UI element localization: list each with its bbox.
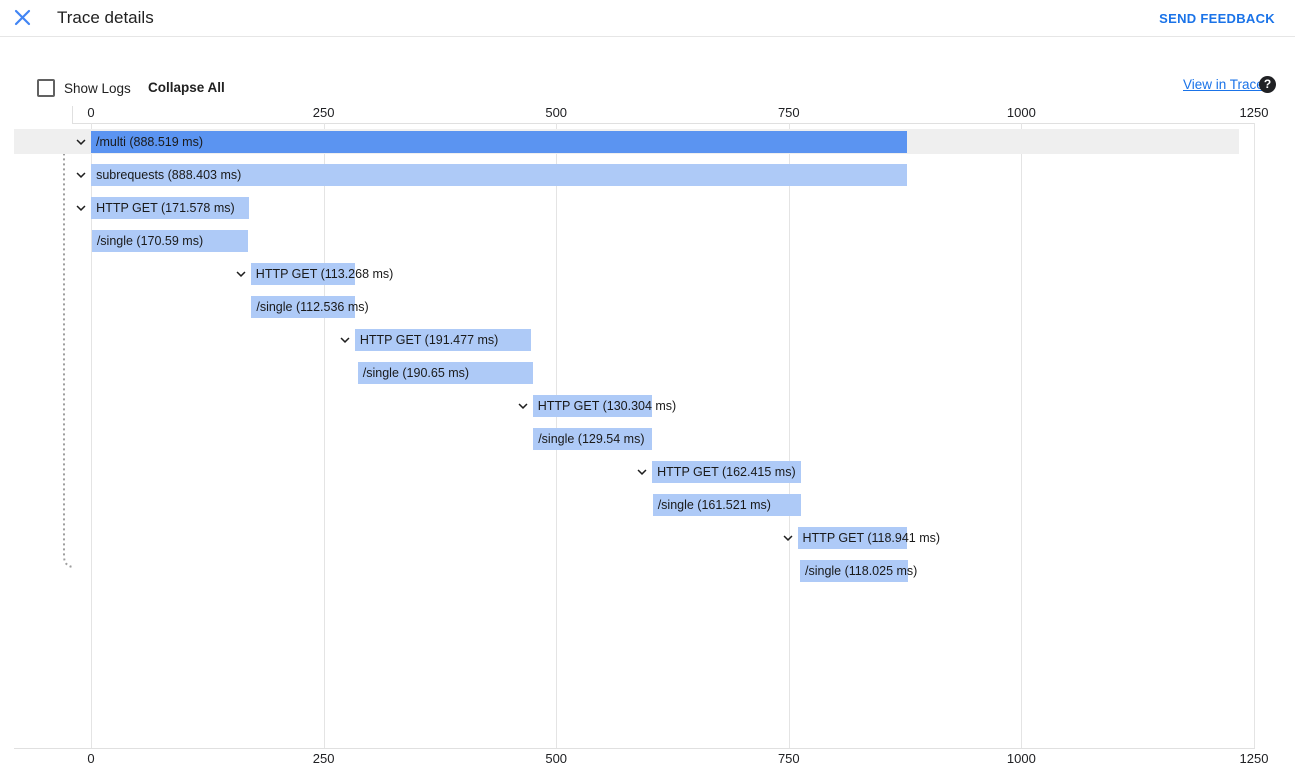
axis-tick-label: 750 [777,751,800,766]
span-label: HTTP GET (171.578 ms) [96,201,235,215]
span-label: /single (190.65 ms) [362,366,470,380]
gridline [1021,123,1023,748]
show-logs-label: Show Logs [64,81,131,96]
axis-tick-label: 500 [545,105,568,120]
trace-span-row: HTTP GET (162.415 ms) [0,461,1295,483]
chevron-down-icon[interactable] [633,463,651,481]
collapse-all-button[interactable]: Collapse All [148,80,225,95]
gridline [323,123,325,748]
trace-span-row: /single (112.536 ms) [0,296,1295,318]
span-label: HTTP GET (113.268 ms) [255,267,394,281]
trace-waterfall-chart: /multi (888.519 ms) subrequests (888.403… [0,123,1295,748]
trace-span-row: HTTP GET (113.268 ms) [0,263,1295,285]
trace-span-row: /single (170.59 ms) [0,230,1295,252]
ruler-top-line [72,123,1254,124]
axis-tick-label: 1250 [1239,751,1269,766]
span-bar[interactable]: HTTP GET (162.415 ms) [652,461,802,483]
axis-tick-label: 0 [87,751,95,766]
span-label: /multi (888.519 ms) [96,135,203,149]
gridline [1254,123,1255,748]
chevron-down-icon[interactable] [72,166,90,184]
span-bar[interactable]: /single (112.536 ms) [251,296,369,318]
trace-span-row: /single (161.521 ms) [0,494,1295,516]
span-bar[interactable]: /single (190.65 ms) [357,362,533,384]
show-logs-checkbox[interactable] [37,79,55,97]
axis-tick-label: 750 [777,105,800,120]
trace-span-row: HTTP GET (130.304 ms) [0,395,1295,417]
trace-span-row: HTTP GET (191.477 ms) [0,329,1295,351]
axis-tick-label: 500 [545,751,568,766]
axis-tick-label: 1250 [1239,105,1269,120]
chevron-down-icon[interactable] [232,265,250,283]
close-icon[interactable] [12,9,32,29]
span-label: /single (161.521 ms) [657,498,771,512]
span-label: /single (118.025 ms) [805,564,918,578]
span-label: subrequests (888.403 ms) [96,168,242,182]
trace-span-row: /multi (888.519 ms) [0,129,1295,154]
trace-span-row: /single (118.025 ms) [0,560,1295,582]
send-feedback-button[interactable]: SEND FEEDBACK [1159,11,1275,26]
span-bar[interactable]: HTTP GET (171.578 ms) [91,197,249,219]
span-bar[interactable]: /multi (888.519 ms) [91,131,908,153]
chevron-down-icon[interactable] [514,397,532,415]
chevron-down-icon[interactable] [72,199,90,217]
help-icon[interactable]: ? [1259,76,1276,93]
span-label: /single (170.59 ms) [96,234,204,248]
trace-span-row: /single (190.65 ms) [0,362,1295,384]
span-label: HTTP GET (130.304 ms) [537,399,677,413]
span-bar[interactable]: HTTP GET (118.941 ms) [797,527,940,549]
trace-span-row: HTTP GET (171.578 ms) [0,197,1295,219]
span-bar[interactable]: /single (129.54 ms) [533,428,653,450]
chevron-down-icon[interactable] [72,133,90,151]
span-bar[interactable]: /single (118.025 ms) [800,560,917,582]
axis-tick-label: 1000 [1006,105,1036,120]
axis-tick-label: 1000 [1006,751,1036,766]
ruler-bottom-line [14,748,1255,749]
span-bar[interactable]: HTTP GET (130.304 ms) [532,395,676,417]
span-label: HTTP GET (191.477 ms) [359,333,499,347]
span-bar[interactable]: /single (161.521 ms) [652,494,802,516]
ruler-left-stub [72,106,73,123]
header-bar: Trace details SEND FEEDBACK [0,0,1295,37]
axis-tick-label: 250 [312,751,335,766]
span-label: HTTP GET (162.415 ms) [657,465,796,479]
trace-span-row: HTTP GET (118.941 ms) [0,527,1295,549]
axis-tick-label: 250 [312,105,335,120]
page-title: Trace details [57,8,154,27]
span-bar[interactable]: HTTP GET (191.477 ms) [354,329,531,351]
span-bar[interactable]: /single (170.59 ms) [91,230,249,252]
chevron-down-icon[interactable] [779,529,797,547]
trace-span-row: subrequests (888.403 ms) [0,164,1295,186]
view-in-trace-link[interactable]: View in Trace [1183,77,1264,92]
top-timeline-ruler: 0 250 500 750 1000 1250 [0,105,1295,123]
span-bar[interactable]: subrequests (888.403 ms) [91,164,907,186]
span-label: /single (112.536 ms) [256,300,369,314]
trace-span-row: /single (129.54 ms) [0,428,1295,450]
chevron-down-icon[interactable] [336,331,354,349]
bottom-timeline-ruler: 0 250 500 750 1000 1250 [0,751,1295,769]
gridline [788,123,790,748]
gridline [91,123,92,748]
span-bar[interactable]: HTTP GET (113.268 ms) [250,263,393,285]
axis-tick-label: 0 [87,105,95,120]
span-label: /single (129.54 ms) [538,432,645,446]
span-label: HTTP GET (118.941 ms) [802,531,941,545]
